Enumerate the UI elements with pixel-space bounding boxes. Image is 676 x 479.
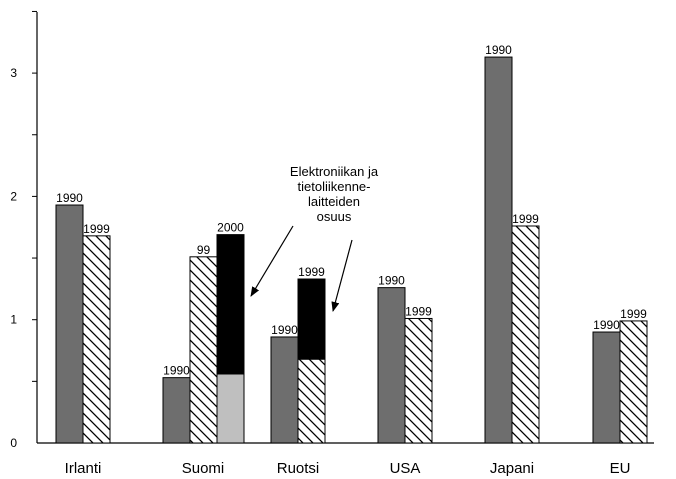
bar bbox=[404, 317, 433, 444]
annotation-arrow bbox=[331, 239, 353, 312]
bar-segment bbox=[297, 358, 326, 444]
category-label: Ruotsi bbox=[277, 460, 320, 477]
category-label: EU bbox=[610, 460, 631, 477]
category-label: USA bbox=[390, 460, 421, 477]
data-label: 1990 bbox=[485, 43, 512, 57]
data-label: 1999 bbox=[512, 212, 539, 226]
category-label: Irlanti bbox=[65, 460, 102, 477]
data-label: 1999 bbox=[298, 265, 325, 279]
data-label: 99 bbox=[197, 243, 211, 257]
category-label: Japani bbox=[490, 460, 534, 477]
data-label: 1990 bbox=[593, 318, 620, 332]
bar-segment bbox=[297, 278, 326, 360]
bar bbox=[619, 320, 648, 444]
data-label: 1990 bbox=[271, 323, 298, 337]
bar bbox=[55, 204, 84, 444]
annotation-text: laitteiden bbox=[308, 194, 360, 209]
y-tick-label: 2 bbox=[10, 189, 17, 203]
annotation-layer: Elektroniikan jatietoliikenne-laitteiden… bbox=[250, 164, 379, 312]
data-label: 1990 bbox=[378, 274, 405, 288]
data-label: 1999 bbox=[83, 222, 110, 236]
annotation-text: tietoliikenne- bbox=[298, 179, 371, 194]
y-tick-label: 3 bbox=[10, 66, 17, 80]
bar bbox=[484, 56, 513, 444]
y-tick-label: 0 bbox=[10, 436, 17, 450]
bar bbox=[162, 377, 191, 444]
bar bbox=[270, 336, 299, 444]
bar-segment bbox=[216, 234, 245, 375]
bar bbox=[511, 225, 540, 444]
bar bbox=[189, 256, 218, 444]
annotation-arrow bbox=[250, 225, 294, 297]
bar bbox=[82, 235, 111, 444]
axis-layer: 0 1 2 3 bbox=[10, 10, 654, 450]
bar-layer bbox=[55, 56, 648, 444]
label-layer: Irlanti Suomi Ruotsi USA Japani EU19901999199… bbox=[56, 43, 647, 477]
category-label: Suomi bbox=[182, 460, 225, 477]
y-tick-label: 1 bbox=[10, 313, 17, 327]
annotation-text: osuus bbox=[317, 209, 352, 224]
annotation-text: Elektroniikan ja bbox=[290, 164, 379, 179]
bar bbox=[592, 331, 621, 444]
bar-segment bbox=[216, 373, 245, 444]
data-label: 1999 bbox=[620, 307, 647, 321]
data-label: 1990 bbox=[163, 364, 190, 378]
data-label: 2000 bbox=[217, 221, 244, 235]
data-label: 1990 bbox=[56, 191, 83, 205]
data-label: 1999 bbox=[405, 304, 432, 318]
bar bbox=[377, 287, 406, 444]
